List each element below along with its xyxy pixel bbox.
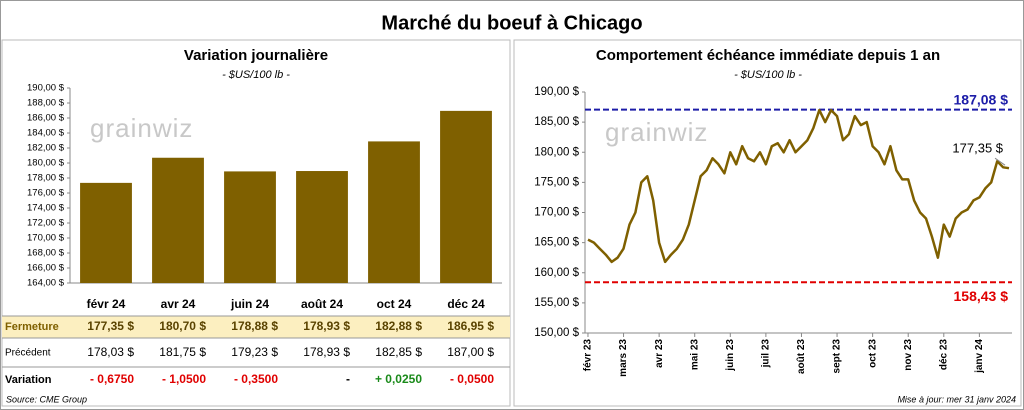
watermark: grainwiz	[90, 113, 193, 143]
watermark: grainwiz	[605, 117, 708, 147]
table-cell: 177,35 $	[87, 319, 134, 333]
y-tick-label: 170,00 $	[534, 207, 579, 219]
bar	[224, 171, 276, 283]
bar	[152, 157, 204, 283]
table-cell: 182,85 $	[375, 345, 422, 359]
table-cell: 178,93 $	[303, 345, 350, 359]
table-cell: + 0,0250	[375, 372, 422, 386]
updated: Mise à jour: mer 31 janv 2024	[897, 394, 1016, 404]
table-cell: 178,93 $	[303, 319, 350, 333]
x-tick-label: déc 24	[447, 297, 485, 311]
price-line	[587, 108, 1010, 264]
reference-label: 158,43 $	[954, 288, 1009, 304]
table-cell: - 1,0500	[162, 372, 206, 386]
y-tick-label: 182,00 $	[27, 143, 65, 154]
main-title: Marché du boeuf à Chicago	[381, 12, 642, 34]
annotation: 177,35 $	[952, 141, 1003, 156]
y-tick-label: 188,00 $	[27, 98, 65, 109]
y-tick-label: 168,00 $	[27, 248, 65, 259]
row-label: Précédent	[5, 348, 51, 359]
left-panel	[1, 39, 511, 407]
x-tick-label: août 24	[301, 297, 343, 311]
y-tick-label: 160,00 $	[534, 267, 579, 279]
x-tick-label: sept 23	[832, 339, 843, 374]
x-tick-label: juin 24	[230, 297, 269, 311]
x-tick-label: févr 23	[583, 339, 594, 372]
table-cell: 182,88 $	[375, 319, 422, 333]
bar	[368, 141, 420, 283]
row-label: Variation	[5, 374, 52, 386]
y-tick-label: 175,00 $	[534, 176, 579, 188]
y-tick-label: 164,00 $	[27, 278, 65, 289]
bar	[80, 182, 132, 283]
y-tick-label: 186,00 $	[27, 113, 65, 124]
x-tick-label: févr 24	[87, 297, 126, 311]
y-tick-label: 190,00 $	[27, 83, 65, 94]
right-panel	[513, 39, 1022, 407]
x-tick-label: mai 23	[689, 339, 700, 371]
chart-title: Comportement échéance immédiate depuis 1…	[596, 47, 940, 64]
table-cell: 179,23 $	[231, 345, 278, 359]
bar	[296, 171, 348, 283]
table-cell: 186,95 $	[447, 319, 494, 333]
y-tick-label: 176,00 $	[27, 188, 65, 199]
x-tick-label: janv 24	[974, 339, 985, 374]
x-tick-label: août 23	[796, 339, 807, 374]
y-tick-label: 150,00 $	[534, 327, 579, 339]
y-tick-label: 180,00 $	[534, 146, 579, 158]
y-tick-label: 165,00 $	[534, 237, 579, 249]
chart-subtitle: - $US/100 lb -	[222, 69, 290, 81]
x-tick-label: juil 23	[761, 339, 772, 369]
y-tick-label: 178,00 $	[27, 173, 65, 184]
table-cell: - 0,3500	[234, 372, 278, 386]
y-tick-label: 166,00 $	[27, 263, 65, 274]
y-tick-label: 180,00 $	[27, 158, 65, 169]
row-label: Fermeture	[5, 321, 59, 333]
table-cell: - 0,6750	[90, 372, 134, 386]
table-cell: 180,70 $	[159, 319, 206, 333]
table-cell: 181,75 $	[159, 345, 206, 359]
y-tick-label: 155,00 $	[534, 297, 579, 309]
y-tick-label: 184,00 $	[27, 128, 65, 139]
x-tick-label: avr 24	[161, 297, 196, 311]
y-tick-label: 185,00 $	[534, 116, 579, 128]
chart-subtitle: - $US/100 lb -	[734, 69, 802, 81]
chart-title: Variation journalière	[184, 47, 328, 64]
x-tick-label: avr 23	[654, 339, 665, 368]
table-cell: -	[346, 372, 350, 386]
reference-label: 187,08 $	[954, 91, 1009, 107]
x-tick-label: juin 23	[725, 339, 736, 372]
table-cell: 178,03 $	[87, 345, 134, 359]
source: Source: CME Group	[6, 394, 87, 404]
y-tick-label: 190,00 $	[534, 86, 579, 98]
y-tick-label: 174,00 $	[27, 203, 65, 214]
highlight-row	[2, 316, 510, 338]
y-tick-label: 170,00 $	[27, 233, 65, 244]
x-tick-label: mars 23	[618, 339, 629, 377]
table-cell: 178,88 $	[231, 319, 278, 333]
annotation-leader	[994, 157, 1006, 166]
table-cell: 187,00 $	[447, 345, 494, 359]
x-tick-label: oct 23	[867, 339, 878, 368]
table-cell: - 0,0500	[450, 372, 494, 386]
y-tick-label: 172,00 $	[27, 218, 65, 229]
bar	[440, 110, 492, 283]
x-tick-label: oct 24	[377, 297, 412, 311]
x-tick-label: nov 23	[903, 339, 914, 371]
x-tick-label: déc 23	[938, 339, 949, 371]
